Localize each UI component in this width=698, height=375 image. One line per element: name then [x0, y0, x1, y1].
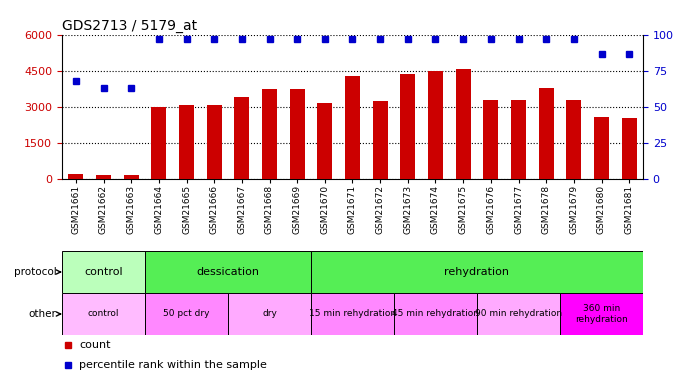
Bar [560, 293, 643, 335]
Bar [235, 98, 249, 179]
Bar [621, 117, 637, 179]
Bar [400, 74, 415, 179]
Text: 90 min rehydration: 90 min rehydration [475, 309, 562, 318]
Bar [373, 102, 388, 179]
Bar [345, 76, 360, 179]
Bar [151, 106, 166, 179]
Bar [145, 293, 228, 335]
Text: 15 min rehydration: 15 min rehydration [309, 309, 396, 318]
Text: control: control [84, 267, 123, 277]
Bar [228, 293, 311, 335]
Text: dessication: dessication [197, 267, 260, 277]
Text: 45 min rehydration: 45 min rehydration [392, 309, 479, 318]
Bar [477, 293, 560, 335]
Text: rehydration: rehydration [445, 267, 510, 277]
Bar [145, 251, 311, 293]
Text: 50 pct dry: 50 pct dry [163, 309, 210, 318]
Bar [317, 104, 332, 179]
Bar [483, 100, 498, 179]
Bar [96, 175, 111, 179]
Text: protocol: protocol [14, 267, 61, 277]
Bar [68, 174, 84, 179]
Bar [594, 117, 609, 179]
Bar [311, 293, 394, 335]
Bar [511, 100, 526, 179]
Bar [394, 293, 477, 335]
Bar [62, 251, 145, 293]
Text: dry: dry [262, 309, 277, 318]
Text: GDS2713 / 5179_at: GDS2713 / 5179_at [62, 19, 197, 33]
Bar [179, 105, 194, 179]
Text: 360 min
rehydration: 360 min rehydration [575, 304, 628, 324]
Bar [262, 88, 277, 179]
Bar [566, 100, 581, 179]
Text: control: control [88, 309, 119, 318]
Bar [539, 88, 554, 179]
Text: count: count [80, 340, 111, 350]
Bar [290, 89, 305, 179]
Bar [207, 105, 222, 179]
Bar [456, 69, 470, 179]
Bar [62, 293, 145, 335]
Bar [124, 175, 139, 179]
Bar [428, 72, 443, 179]
Bar [311, 251, 643, 293]
Text: percentile rank within the sample: percentile rank within the sample [80, 360, 267, 370]
Text: other: other [29, 309, 61, 319]
